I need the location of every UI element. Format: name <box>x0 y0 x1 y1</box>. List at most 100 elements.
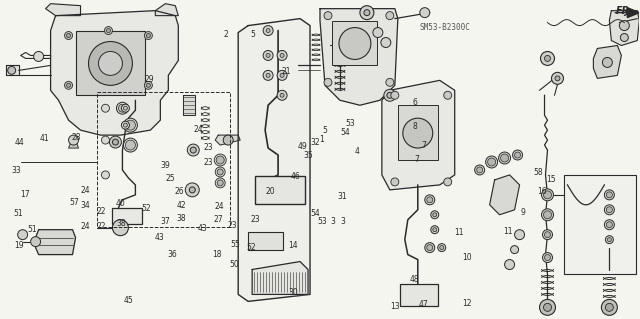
Text: 57: 57 <box>69 198 79 207</box>
Text: 14: 14 <box>289 241 298 250</box>
Text: 20: 20 <box>266 187 275 196</box>
Polygon shape <box>627 8 639 18</box>
Text: 51: 51 <box>14 209 24 218</box>
Circle shape <box>125 120 136 130</box>
Circle shape <box>438 244 445 252</box>
Polygon shape <box>382 80 454 190</box>
Circle shape <box>488 158 495 166</box>
Text: 23: 23 <box>204 143 213 152</box>
Text: 13: 13 <box>390 302 400 311</box>
Circle shape <box>540 300 556 315</box>
Circle shape <box>602 57 612 67</box>
Text: 22: 22 <box>97 222 106 231</box>
Circle shape <box>545 232 550 238</box>
Circle shape <box>373 27 383 38</box>
Polygon shape <box>609 11 639 46</box>
Text: 7: 7 <box>415 155 419 164</box>
Circle shape <box>266 73 270 78</box>
Circle shape <box>277 70 287 80</box>
Text: 19: 19 <box>14 241 24 250</box>
Text: 54: 54 <box>310 209 321 218</box>
Text: 28: 28 <box>71 133 81 142</box>
Circle shape <box>214 154 226 166</box>
Circle shape <box>403 118 433 148</box>
Circle shape <box>190 147 196 153</box>
Text: 2: 2 <box>223 31 228 40</box>
Circle shape <box>500 154 509 162</box>
Text: 33: 33 <box>12 166 22 175</box>
Circle shape <box>543 253 552 263</box>
Circle shape <box>425 195 435 205</box>
Text: 48: 48 <box>410 275 419 284</box>
Text: 25: 25 <box>165 174 175 183</box>
Circle shape <box>605 303 613 311</box>
Text: 10: 10 <box>462 253 472 262</box>
Circle shape <box>65 81 72 89</box>
Bar <box>248 232 283 249</box>
Circle shape <box>124 123 127 127</box>
Circle shape <box>444 91 452 99</box>
Circle shape <box>515 152 520 158</box>
Circle shape <box>263 70 273 80</box>
Circle shape <box>486 156 498 168</box>
Text: 55: 55 <box>231 240 241 249</box>
Polygon shape <box>593 46 621 78</box>
Circle shape <box>386 78 394 86</box>
Text: 37: 37 <box>161 217 170 226</box>
Circle shape <box>386 12 394 19</box>
Circle shape <box>104 26 113 34</box>
Circle shape <box>266 54 270 57</box>
Text: 52: 52 <box>141 204 151 213</box>
Circle shape <box>541 189 554 201</box>
Text: 42: 42 <box>177 201 186 210</box>
Text: 3: 3 <box>330 217 335 226</box>
Circle shape <box>280 73 284 78</box>
Circle shape <box>541 51 554 65</box>
Circle shape <box>324 78 332 86</box>
Circle shape <box>555 76 560 81</box>
Circle shape <box>102 104 109 112</box>
Circle shape <box>433 228 436 232</box>
Polygon shape <box>183 95 195 115</box>
Circle shape <box>215 178 225 188</box>
Circle shape <box>102 171 109 179</box>
Text: 24: 24 <box>194 125 204 134</box>
Circle shape <box>216 156 224 164</box>
Text: 35: 35 <box>303 151 314 160</box>
Circle shape <box>431 226 439 234</box>
Text: 44: 44 <box>15 137 25 146</box>
Text: 12: 12 <box>462 299 472 308</box>
Polygon shape <box>36 230 76 255</box>
Circle shape <box>604 190 614 200</box>
Text: 32: 32 <box>310 138 321 147</box>
Circle shape <box>433 213 436 217</box>
Circle shape <box>387 92 393 98</box>
Circle shape <box>606 222 612 228</box>
Text: 46: 46 <box>291 173 301 182</box>
Circle shape <box>125 140 136 150</box>
Circle shape <box>511 246 518 254</box>
Circle shape <box>339 27 371 59</box>
Polygon shape <box>68 143 79 148</box>
Text: 11: 11 <box>454 228 464 237</box>
Text: 4: 4 <box>355 147 360 156</box>
Text: 23: 23 <box>250 215 260 224</box>
Circle shape <box>541 209 554 221</box>
Text: 38: 38 <box>177 214 186 223</box>
Circle shape <box>124 118 138 132</box>
Circle shape <box>109 136 122 148</box>
Circle shape <box>606 207 612 213</box>
Text: 21: 21 <box>282 67 291 76</box>
Text: 43: 43 <box>198 224 207 233</box>
Bar <box>332 21 377 65</box>
Polygon shape <box>215 135 240 145</box>
Circle shape <box>67 83 70 87</box>
Circle shape <box>124 138 138 152</box>
Bar <box>76 31 145 95</box>
Circle shape <box>263 26 273 35</box>
Text: 23: 23 <box>228 221 237 230</box>
Circle shape <box>188 144 199 156</box>
Text: 29: 29 <box>144 75 154 84</box>
Circle shape <box>604 205 614 215</box>
Text: 47: 47 <box>419 300 428 309</box>
